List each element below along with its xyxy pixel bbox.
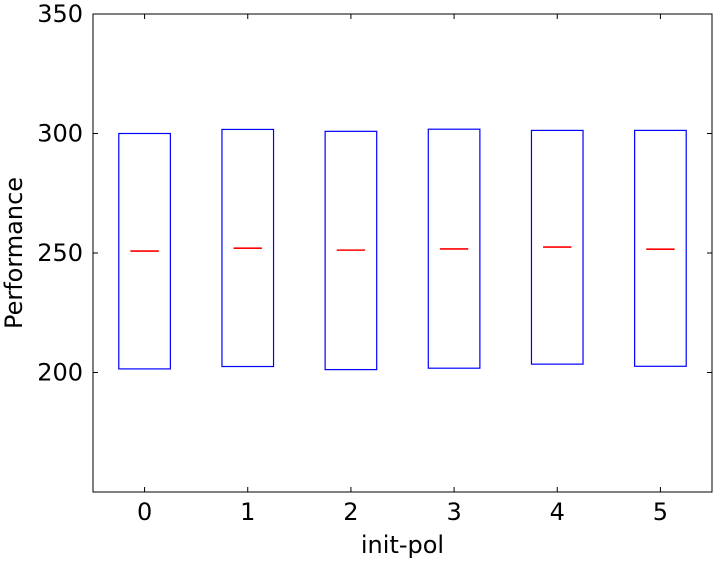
y-axis-label: Performance — [0, 177, 28, 329]
boxes-layer — [118, 128, 687, 371]
box-body — [530, 129, 584, 365]
x-tick-label: 5 — [653, 498, 668, 526]
x-tick-label: 0 — [137, 498, 152, 526]
y-tick-label: 200 — [37, 359, 83, 387]
x-tick-label: 3 — [446, 498, 461, 526]
y-tick-label: 350 — [37, 0, 83, 28]
box-body — [221, 128, 275, 368]
box-0 — [118, 132, 171, 370]
box-1 — [221, 128, 275, 368]
y-tick-label: 300 — [37, 120, 83, 148]
box-4 — [530, 129, 584, 365]
box-body — [324, 130, 378, 371]
ticks-layer: 200 250 300 350 0 1 2 3 4 5 — [37, 0, 712, 526]
x-axis-label: init-pol — [361, 531, 444, 559]
box-body — [427, 128, 481, 369]
y-tick-label: 250 — [37, 239, 83, 267]
x-tick-label: 1 — [240, 498, 255, 526]
x-tick-label: 4 — [550, 498, 565, 526]
box-body — [118, 132, 171, 370]
x-tick-label: 2 — [343, 498, 358, 526]
box-5 — [634, 129, 687, 367]
box-3 — [427, 128, 481, 369]
box-body — [634, 129, 687, 367]
plot-frame — [92, 13, 713, 493]
box-2 — [324, 130, 378, 371]
